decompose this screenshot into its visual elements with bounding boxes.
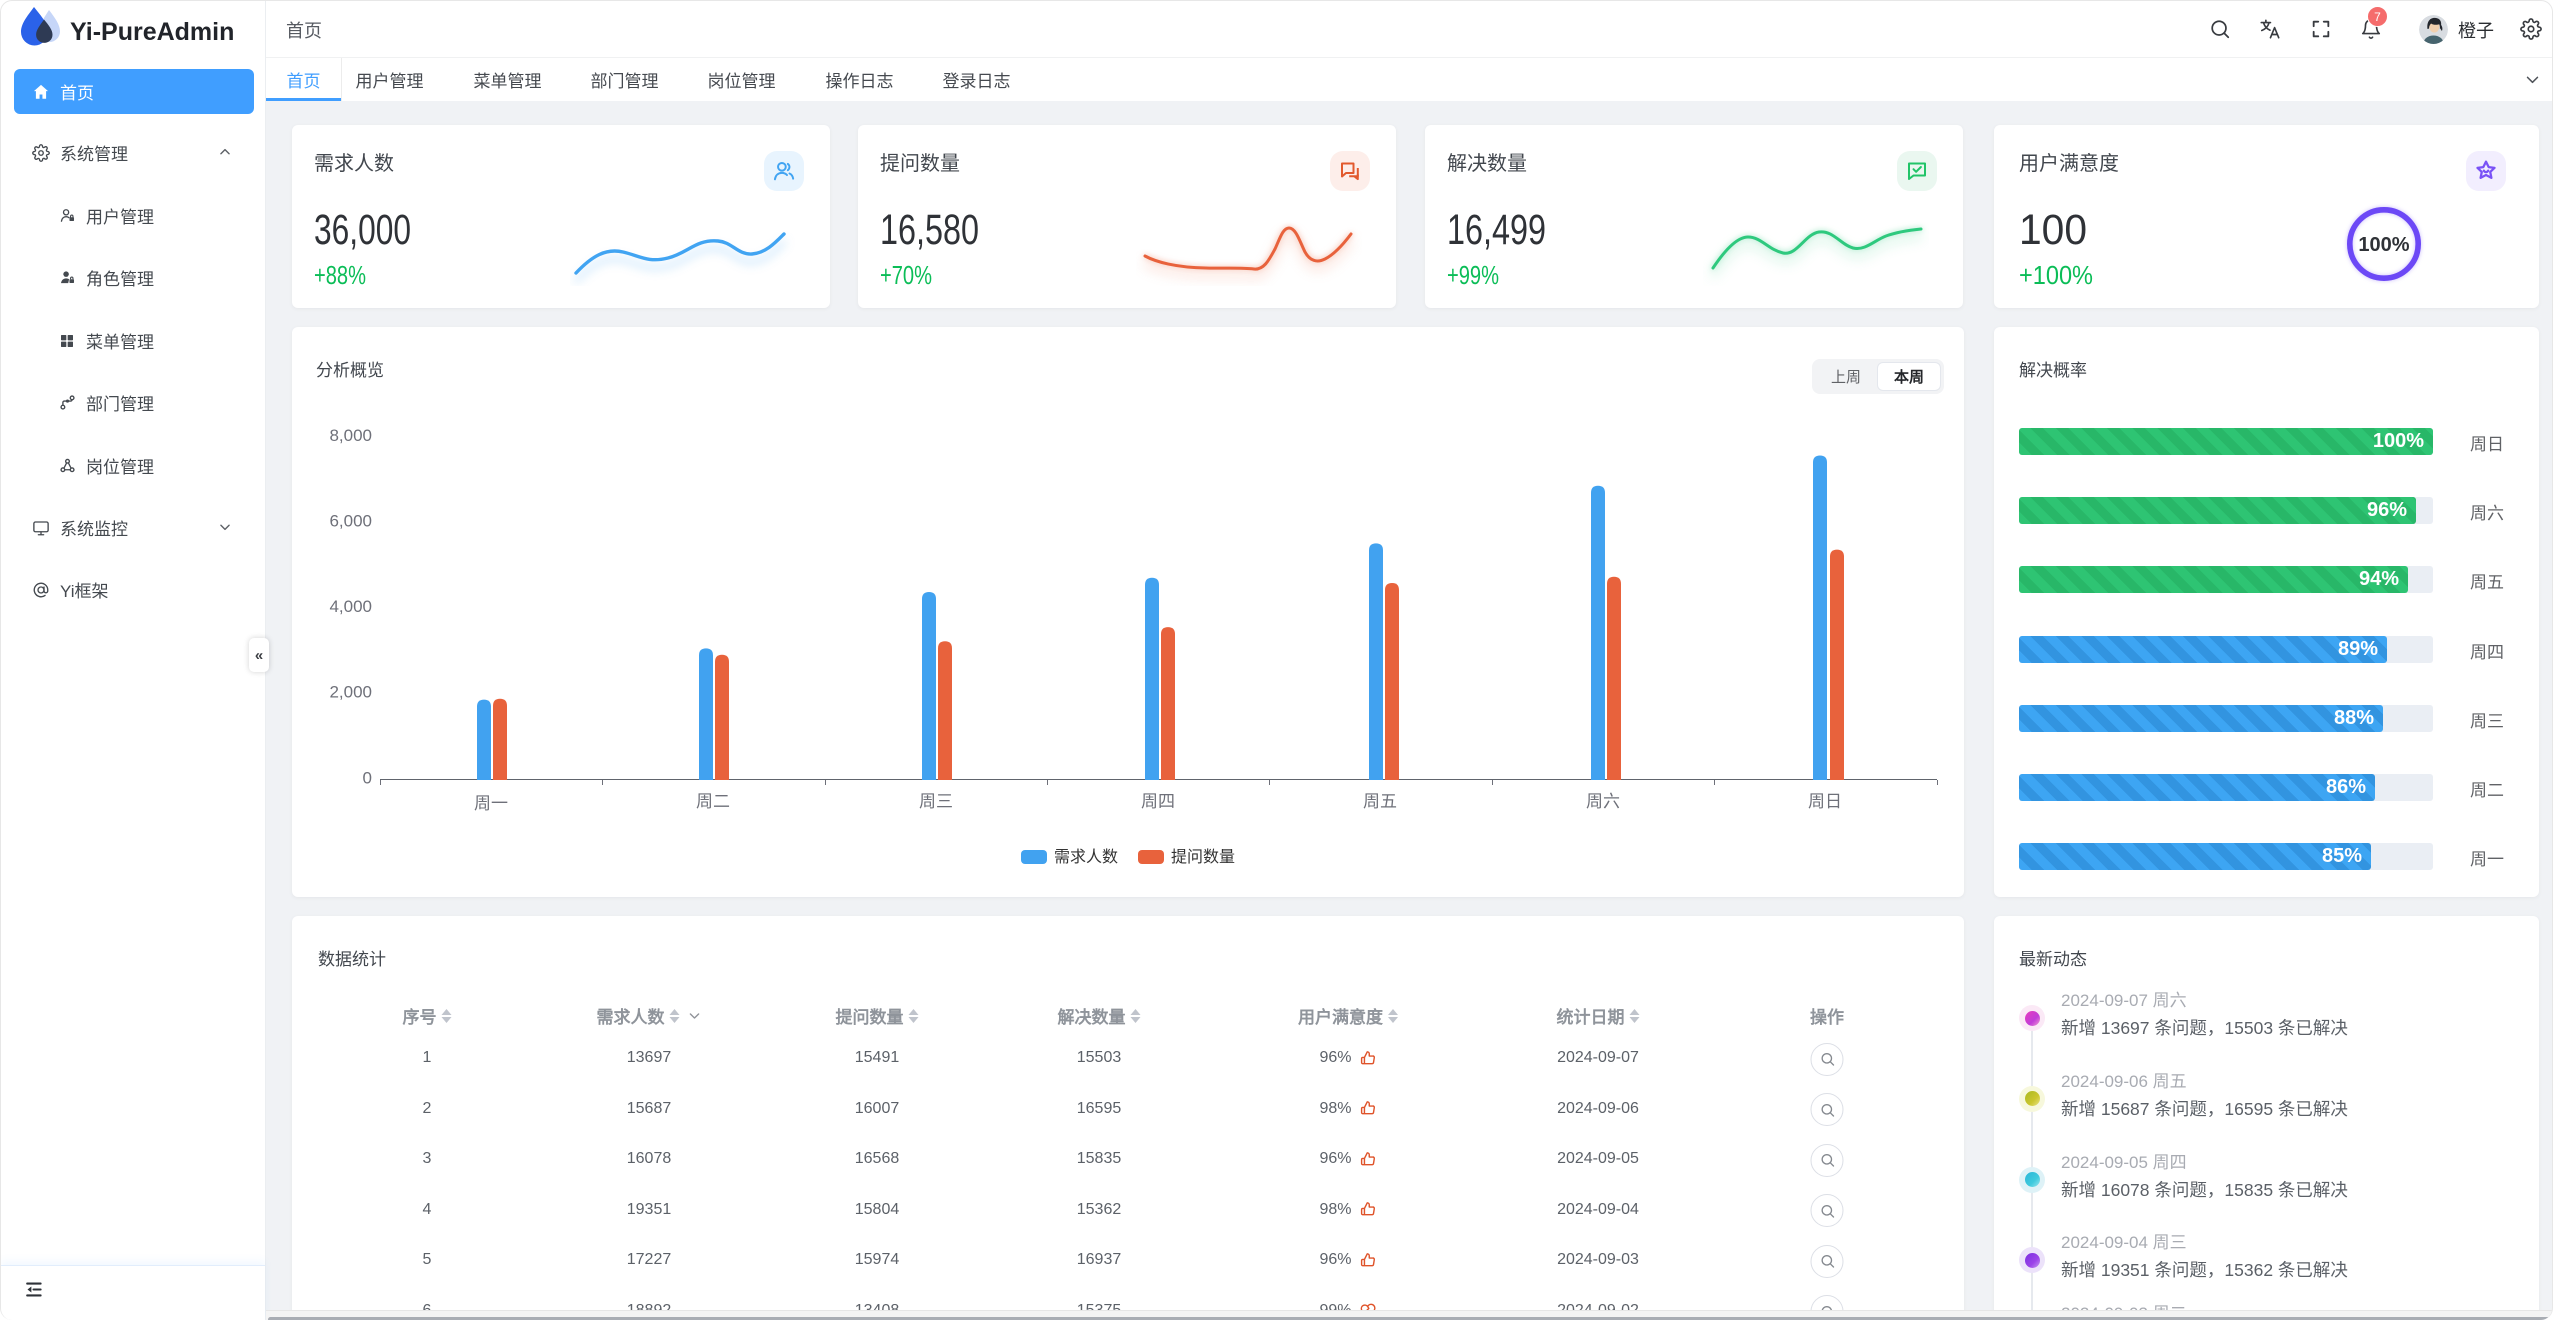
svg-text:100: 100: [2019, 209, 2087, 251]
svg-text:周三: 周三: [919, 792, 953, 811]
svg-text:8,000: 8,000: [329, 426, 372, 445]
svg-text:+88%: +88%: [314, 262, 366, 290]
svg-text:周五: 周五: [1363, 792, 1397, 811]
svg-text:+70%: +70%: [880, 262, 932, 290]
svg-text:+100%: +100%: [2019, 262, 2093, 290]
svg-text:100%: 100%: [2358, 234, 2409, 256]
svg-text:周四: 周四: [1141, 792, 1175, 811]
svg-text:16,580: 16,580: [880, 209, 979, 251]
svg-text:周二: 周二: [696, 792, 730, 811]
svg-text:周六: 周六: [1586, 792, 1620, 811]
svg-text:4,000: 4,000: [329, 597, 372, 616]
svg-text:0: 0: [363, 769, 372, 788]
svg-text:周一: 周一: [474, 794, 508, 813]
svg-text:16,499: 16,499: [1447, 209, 1546, 251]
svg-text:6,000: 6,000: [329, 512, 372, 531]
svg-text:36,000: 36,000: [314, 209, 411, 251]
svg-text:+99%: +99%: [1447, 262, 1499, 290]
svg-text:周日: 周日: [1808, 792, 1842, 811]
svg-text:2,000: 2,000: [329, 683, 372, 702]
